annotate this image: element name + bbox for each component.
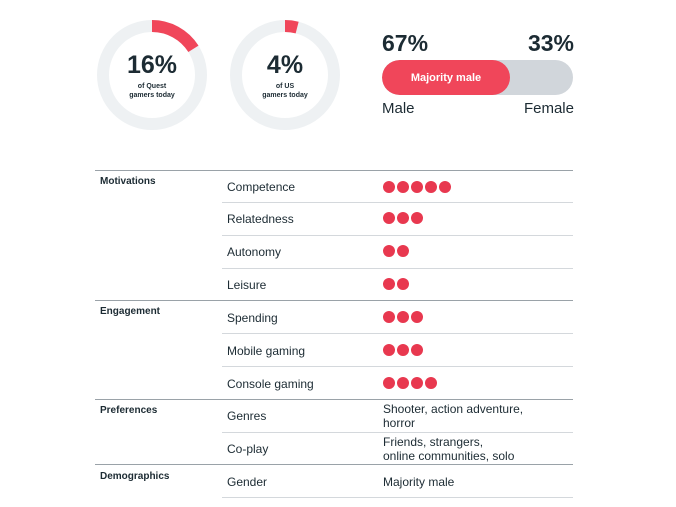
- rating-dots: [383, 311, 423, 323]
- rating-dots: [383, 212, 423, 224]
- row-divider: [222, 333, 573, 334]
- male-percent: 67%: [382, 30, 429, 56]
- rating-dot: [383, 344, 395, 356]
- section-divider: [95, 170, 573, 171]
- rating-dot: [397, 311, 409, 323]
- rating-dots: [383, 245, 409, 257]
- rating-dot: [439, 181, 451, 193]
- donut-caption: of US gamers today: [262, 83, 308, 99]
- female-label: Female: [523, 100, 574, 117]
- donut-ring: [230, 20, 340, 130]
- rating-dot: [397, 245, 409, 257]
- rating-dot: [411, 377, 423, 389]
- row-value-co-play: Friends, strangers, online communities, …: [383, 435, 515, 463]
- rating-dot: [397, 181, 409, 193]
- rating-dot: [383, 377, 395, 389]
- row-label-console-gaming: Console gaming: [227, 377, 314, 391]
- rating-dot: [425, 181, 437, 193]
- male-share-fill: Majority male: [382, 60, 510, 95]
- rating-dot: [383, 311, 395, 323]
- rating-dots: [383, 278, 409, 290]
- row-label-mobile-gaming: Mobile gaming: [227, 344, 306, 358]
- row-divider: [222, 366, 573, 367]
- row-divider: [222, 202, 573, 203]
- row-label-relatedness: Relatedness: [227, 212, 294, 226]
- section-title-preferences: Preferences: [100, 405, 158, 416]
- rating-dot: [397, 377, 409, 389]
- row-divider: [222, 235, 573, 236]
- row-label-leisure: Leisure: [227, 278, 267, 292]
- rating-dot: [411, 212, 423, 224]
- rating-dot: [383, 245, 395, 257]
- row-label-genres: Genres: [227, 409, 267, 423]
- gender-bar-label: Majority male: [410, 71, 482, 84]
- row-label-co-play: Co-play: [227, 442, 269, 456]
- rating-dot: [411, 344, 423, 356]
- section-divider: [95, 300, 573, 301]
- donut-value: 4%: [266, 51, 304, 79]
- row-divider: [222, 432, 573, 433]
- section-divider: [95, 464, 573, 465]
- rating-dot: [383, 212, 395, 224]
- rating-dot: [397, 278, 409, 290]
- section-title-motivations: Motivations: [100, 176, 156, 187]
- rating-dots: [383, 181, 451, 193]
- row-value-genres: Shooter, action adventure, horror: [383, 402, 524, 430]
- female-percent: 33%: [527, 30, 574, 56]
- section-title-demographics: Demographics: [100, 471, 170, 482]
- gender-split-bar: Majority male: [382, 60, 573, 95]
- row-label-autonomy: Autonomy: [227, 245, 282, 259]
- donut-caption: of Quest gamers today: [129, 83, 175, 99]
- row-label-spending: Spending: [227, 311, 278, 325]
- rating-dot: [411, 181, 423, 193]
- donut-us-gamers: 4% of US gamers today: [229, 19, 341, 131]
- male-label: Male: [382, 100, 415, 117]
- section-title-engagement: Engagement: [100, 306, 161, 317]
- rating-dots: [383, 377, 437, 389]
- rating-dots: [383, 344, 423, 356]
- donut-value: 16%: [126, 51, 178, 79]
- rating-dot: [383, 278, 395, 290]
- row-divider: [222, 497, 573, 498]
- row-value-gender: Majority male: [383, 475, 455, 489]
- rating-dot: [411, 311, 423, 323]
- row-label-gender: Gender: [227, 475, 268, 489]
- donut-ring: [97, 20, 207, 130]
- section-divider: [95, 399, 573, 400]
- row-divider: [222, 268, 573, 269]
- rating-dot: [425, 377, 437, 389]
- row-label-competence: Competence: [227, 180, 296, 194]
- rating-dot: [383, 181, 395, 193]
- donut-quest-gamers: 16% of Quest gamers today: [96, 19, 208, 131]
- rating-dot: [397, 212, 409, 224]
- rating-dot: [397, 344, 409, 356]
